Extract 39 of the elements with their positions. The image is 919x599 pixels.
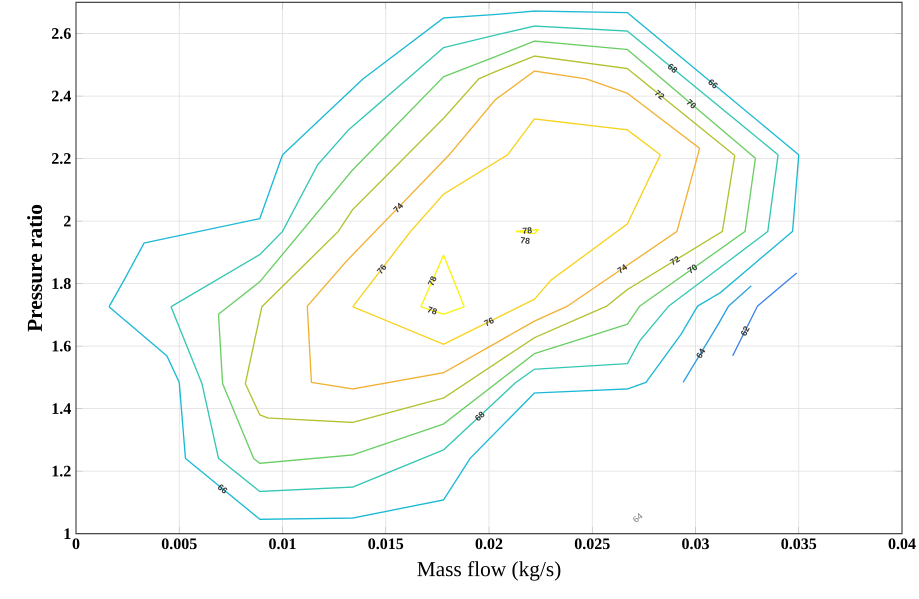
text: 68	[475, 412, 484, 421]
x-tick-label: 0.01	[269, 538, 296, 550]
annotation: 64	[633, 513, 642, 522]
text: 68	[668, 64, 678, 73]
series-label: 78	[522, 227, 532, 234]
x-axis-title: Mass flow (kg/s)	[417, 561, 560, 581]
y-tick-label: 2.6	[52, 28, 71, 39]
text: 64	[696, 348, 706, 358]
x-tick-label: 0.005	[162, 538, 197, 550]
x-tick-label: 0.035	[781, 538, 816, 550]
x-tick-label: 0.04	[888, 538, 916, 550]
x-tick-label: 0.025	[574, 538, 610, 550]
y-tick-label: 2.4	[52, 90, 71, 102]
text: 72	[654, 90, 664, 100]
y-tick-label: 1.6	[52, 340, 71, 352]
text: 74	[616, 264, 628, 274]
text: 78	[428, 306, 437, 314]
text: 74	[392, 202, 404, 212]
text: 78	[428, 276, 436, 286]
y-tick-label: 1.2	[52, 466, 71, 477]
text: 66	[218, 484, 228, 494]
y-tick-label: 1	[64, 528, 70, 539]
text: 62	[741, 326, 750, 336]
x-tick-label: 0.015	[368, 538, 404, 550]
text: 78	[520, 237, 530, 244]
text: 70	[686, 98, 696, 108]
y-tick-label: 1.8	[52, 278, 71, 290]
x-tick-label: 0.03	[682, 538, 709, 550]
y-axis-title: Pressure ratio	[27, 204, 42, 332]
y-tick-label: 2	[64, 216, 71, 226]
x-tick-label: 0	[72, 538, 80, 550]
text: 72	[670, 256, 680, 265]
text: 76	[376, 264, 386, 274]
x-tick-label: 0.02	[476, 538, 502, 550]
text: 76	[484, 318, 494, 326]
y-tick-label: 1.4	[52, 403, 71, 414]
text: 66	[708, 79, 718, 88]
text: 70	[687, 264, 697, 274]
y-tick-label: 2.2	[52, 153, 71, 164]
